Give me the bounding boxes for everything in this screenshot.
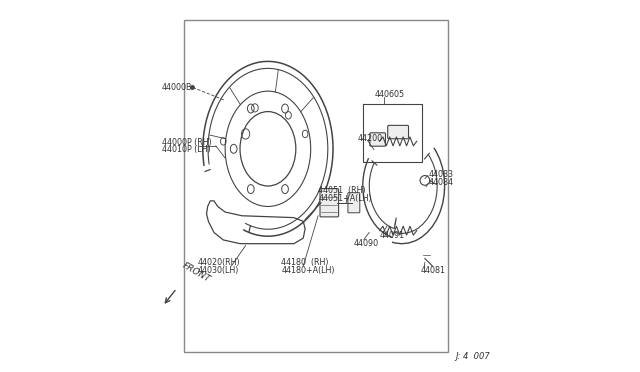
- Text: 44180+A(LH): 44180+A(LH): [282, 266, 335, 275]
- Text: 44030(LH): 44030(LH): [198, 266, 239, 275]
- FancyBboxPatch shape: [370, 133, 385, 146]
- Text: 44020(RH): 44020(RH): [198, 258, 241, 267]
- Text: 44090: 44090: [353, 239, 379, 248]
- Text: 44091: 44091: [380, 231, 404, 240]
- Text: 44051+A(LH): 44051+A(LH): [318, 194, 372, 203]
- Text: FRONT: FRONT: [181, 262, 212, 285]
- Text: 440605: 440605: [375, 90, 405, 99]
- Bar: [184, 20, 449, 352]
- Text: 44010P (LH): 44010P (LH): [162, 145, 211, 154]
- Text: J: 4  007: J: 4 007: [456, 352, 490, 361]
- Text: 44084: 44084: [429, 178, 454, 187]
- FancyBboxPatch shape: [348, 193, 360, 213]
- Text: 44200: 44200: [358, 134, 383, 143]
- Text: 44083: 44083: [429, 170, 454, 179]
- Text: 44000P (RH): 44000P (RH): [162, 138, 212, 147]
- Text: 44180  (RH): 44180 (RH): [282, 258, 329, 267]
- FancyBboxPatch shape: [320, 189, 339, 217]
- Text: 44081: 44081: [420, 266, 445, 275]
- FancyBboxPatch shape: [388, 125, 408, 139]
- Text: 44000B: 44000B: [162, 83, 193, 92]
- Text: 44051  (RH): 44051 (RH): [318, 186, 366, 195]
